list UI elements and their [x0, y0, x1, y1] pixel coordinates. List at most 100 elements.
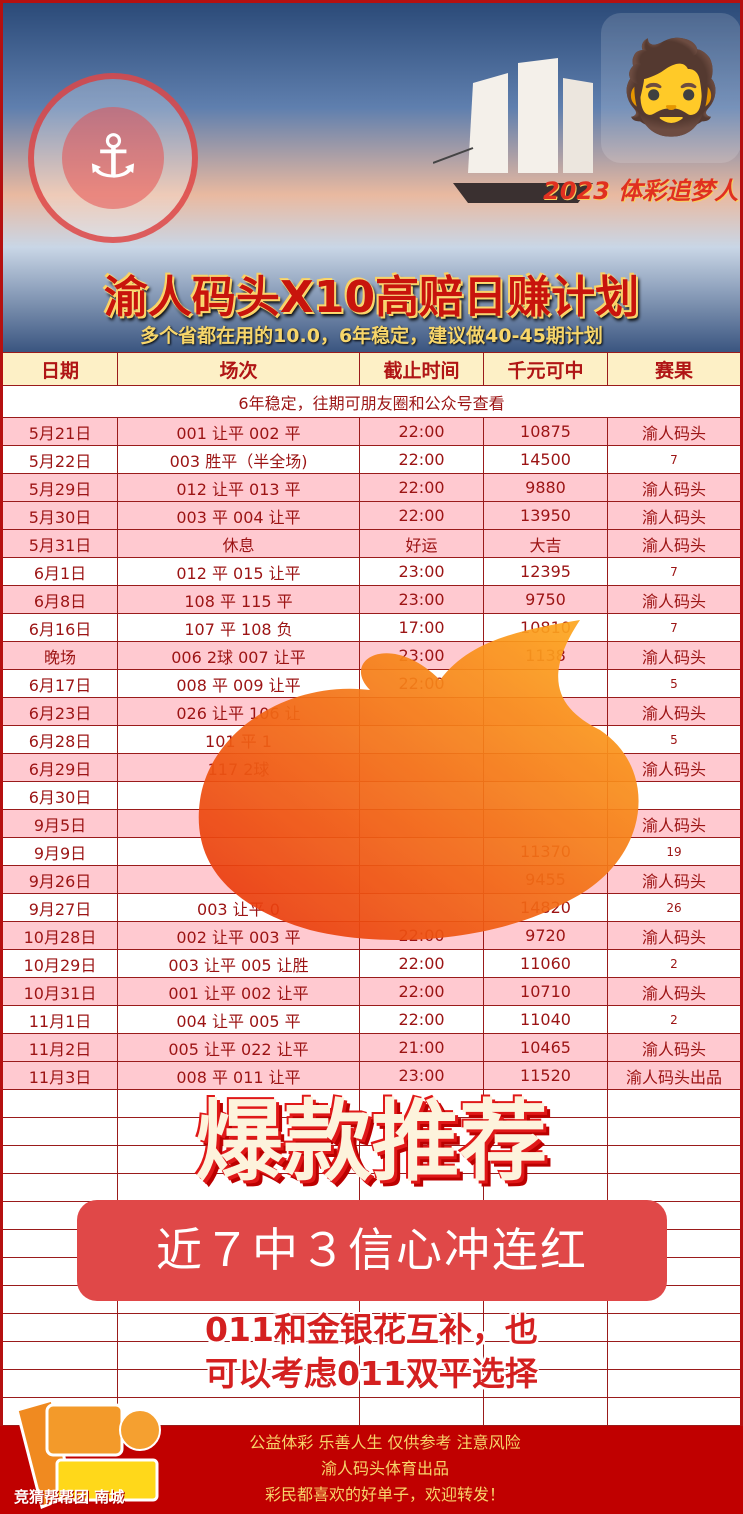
cell-match: 休息	[117, 529, 360, 558]
cell-result: 渝人码头	[607, 473, 742, 502]
empty-row	[1, 1369, 742, 1398]
empty-cell	[607, 1173, 742, 1202]
tip-line-2: 可以考虑011双平选择	[205, 1354, 538, 1393]
cell-payout: 13950	[483, 501, 608, 530]
cell-match: 003 让平 005 让胜	[117, 949, 360, 978]
empty-cell	[483, 1173, 608, 1202]
empty-cell	[1, 1117, 118, 1146]
cell-payout: 10875	[483, 417, 608, 446]
cell-result: 5	[607, 669, 742, 698]
cell-time: 17:00	[359, 613, 484, 642]
cell-result: 渝人码头	[607, 1033, 742, 1062]
header-deadline: 截止时间	[359, 352, 484, 386]
cell-time: 21:00	[359, 1033, 484, 1062]
table-row: 10月31日 001 让平 002 让平 22:00 10710 渝人码头	[1, 977, 742, 1006]
cell-match: 008 平 011 让平	[117, 1061, 360, 1090]
cell-date: 5月22日	[1, 445, 118, 474]
empty-cell	[607, 1369, 742, 1398]
empty-cell	[359, 1397, 484, 1426]
cell-match: 003 平 004 让平	[117, 501, 360, 530]
cell-payout: 12395	[483, 557, 608, 586]
tip-line-1: 011和金银花互补，也	[205, 1310, 538, 1349]
empty-cell	[483, 1369, 608, 1398]
cell-date: 9月27日	[1, 893, 118, 922]
table-row: 11月2日 005 让平 022 让平 21:00 10465 渝人码头	[1, 1033, 742, 1062]
footer-line-3: 彩民都喜欢的好单子，欢迎转发！	[264, 1485, 505, 1504]
empty-row	[1, 1397, 742, 1426]
cell-match: 012 平 015 让平	[117, 557, 360, 586]
header-payout: 千元可中	[483, 352, 608, 386]
empty-cell	[359, 1313, 484, 1342]
table-row: 10月29日 003 让平 005 让胜 22:00 11060 2	[1, 949, 742, 978]
cell-date: 6月17日	[1, 669, 118, 698]
empty-cell	[607, 1397, 742, 1426]
cell-time: 22:00	[359, 977, 484, 1006]
cell-date: 6月8日	[1, 585, 118, 614]
cell-payout: 10465	[483, 1033, 608, 1062]
cell-match: 006 2球 007 让平	[117, 641, 360, 670]
cell-time: 好运	[359, 529, 484, 558]
header-result: 赛果	[607, 352, 742, 386]
table-note: 6年稳定，往期可朋友圈和公众号查看	[1, 385, 742, 418]
cell-time: 22:00	[359, 501, 484, 530]
page-subtitle: 多个省都在用的10.0，6年稳定，建议做40-45期计划	[140, 325, 603, 347]
captain-mascot-image: 🧔	[601, 13, 740, 163]
cell-result: 渝人码头出品	[607, 1061, 742, 1090]
header-match: 场次	[117, 352, 360, 386]
cell-result: 渝人码头	[607, 501, 742, 530]
empty-cell	[483, 1117, 608, 1146]
cell-payout: 10710	[483, 977, 608, 1006]
table-header: 日期 场次 截止时间 千元可中 赛果	[1, 352, 742, 386]
cell-result: 渝人码头	[607, 921, 742, 950]
table-row: 11月3日 008 平 011 让平 23:00 11520 渝人码头出品	[1, 1061, 742, 1090]
table-row: 5月21日 001 让平 002 平 22:00 10875 渝人码头	[1, 417, 742, 446]
cell-time: 23:00	[359, 557, 484, 586]
cell-result: 渝人码头	[607, 697, 742, 726]
cell-result: 渝人码头	[607, 529, 742, 558]
table-row: 5月30日 003 平 004 让平 22:00 13950 渝人码头	[1, 501, 742, 530]
cell-result: 渝人码头	[607, 865, 742, 894]
cell-date: 10月29日	[1, 949, 118, 978]
cell-date: 9月9日	[1, 837, 118, 866]
cell-payout: 9750	[483, 585, 608, 614]
cell-date: 9月5日	[1, 809, 118, 838]
cell-date: 5月21日	[1, 417, 118, 446]
cell-date: 11月3日	[1, 1061, 118, 1090]
cell-payout: 14500	[483, 445, 608, 474]
banner: ⚓ 🧔 2023 体彩追梦人 渝人码头X10高赔日赚计划 多个省都在用的10.0…	[0, 0, 743, 352]
cell-date: 5月29日	[1, 473, 118, 502]
empty-cell	[607, 1089, 742, 1118]
anchor-icon: ⚓	[62, 107, 164, 209]
empty-cell	[607, 1145, 742, 1174]
empty-cell	[607, 1313, 742, 1342]
cell-date: 10月28日	[1, 921, 118, 950]
cell-time: 22:00	[359, 473, 484, 502]
table-row: 6月8日 108 平 115 平 23:00 9750 渝人码头	[1, 585, 742, 614]
table-row: 5月31日 休息 好运 大吉 渝人码头	[1, 529, 742, 558]
badge-text: 竞猜帮帮团 南城	[14, 1488, 125, 1506]
flame-icon	[198, 620, 639, 940]
cell-payout: 11520	[483, 1061, 608, 1090]
cell-match: 001 让平 002 让平	[117, 977, 360, 1006]
cell-date: 6月29日	[1, 753, 118, 782]
cell-time: 22:00	[359, 949, 484, 978]
year-logo: 2023 体彩追梦人	[543, 177, 739, 205]
promo-banner: 近７中３信心冲连红	[77, 1200, 667, 1301]
empty-row	[1, 1117, 742, 1146]
cell-date: 5月31日	[1, 529, 118, 558]
cell-time: 22:00	[359, 445, 484, 474]
cell-payout: 大吉	[483, 529, 608, 558]
empty-cell	[117, 1313, 360, 1342]
cell-date: 6月30日	[1, 781, 118, 810]
cell-match: 108 平 115 平	[117, 585, 360, 614]
cell-result: 渝人码头	[607, 977, 742, 1006]
empty-cell	[1, 1089, 118, 1118]
tip-text: 011和金银花互补，也 可以考虑011双平选择	[0, 1308, 743, 1396]
cell-payout: 9880	[483, 473, 608, 502]
empty-cell	[1, 1173, 118, 1202]
cell-time: 22:00	[359, 417, 484, 446]
cell-result: 2	[607, 949, 742, 978]
cell-date: 晚场	[1, 641, 118, 670]
cell-match: 012 让平 013 平	[117, 473, 360, 502]
table-row: 5月29日 012 让平 013 平 22:00 9880 渝人码头	[1, 473, 742, 502]
